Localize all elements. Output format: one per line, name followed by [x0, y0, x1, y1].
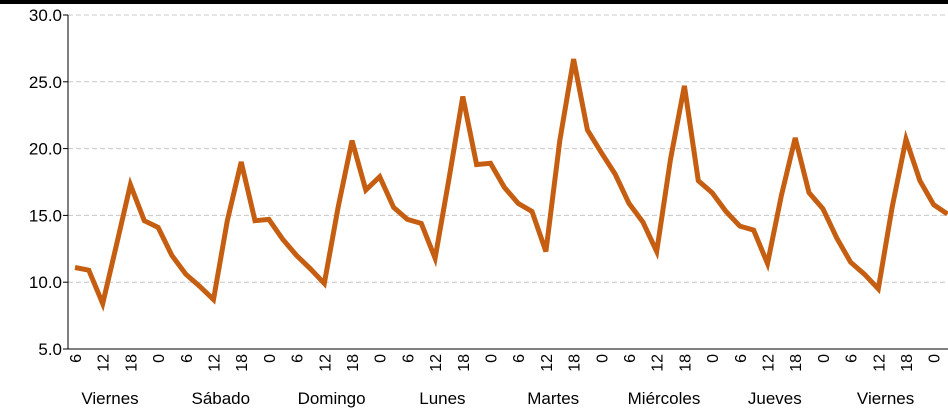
- x-tick-label: 12: [650, 354, 667, 372]
- x-tick-label: 12: [761, 354, 778, 372]
- x-tick-label: 6: [179, 354, 196, 363]
- y-tick-label: 20.0: [29, 140, 62, 159]
- y-tick-label: 25.0: [29, 73, 62, 92]
- y-tick-label: 10.0: [29, 273, 62, 292]
- x-tick-label: 18: [234, 354, 251, 372]
- x-tick-label: 0: [705, 354, 722, 363]
- x-tick-label: 12: [207, 354, 224, 372]
- x-tick-label: 12: [539, 354, 556, 372]
- x-tick-label: 0: [151, 354, 168, 363]
- x-tick-label: 18: [899, 354, 916, 372]
- day-label: Lunes: [419, 389, 465, 408]
- x-tick-label: 6: [622, 354, 639, 363]
- day-label: Viernes: [81, 389, 138, 408]
- x-tick-label: 0: [262, 354, 279, 363]
- x-tick-label: 0: [594, 354, 611, 363]
- day-label: Martes: [527, 389, 579, 408]
- x-tick-label: 6: [844, 354, 861, 363]
- y-tick-label: 30.0: [29, 6, 62, 25]
- x-tick-label: 12: [96, 354, 113, 372]
- x-tick-label: 18: [345, 354, 362, 372]
- x-tick-label: 0: [484, 354, 501, 363]
- x-tick-label: 18: [567, 354, 584, 372]
- day-label: Viernes: [857, 389, 914, 408]
- x-tick-label: 12: [317, 354, 334, 372]
- x-tick-label: 0: [927, 354, 944, 363]
- x-tick-label: 18: [123, 354, 140, 372]
- y-tick-label: 5.0: [38, 340, 62, 359]
- y-tick-label: 15.0: [29, 206, 62, 225]
- x-tick-label: 6: [400, 354, 417, 363]
- x-tick-label: 0: [816, 354, 833, 363]
- x-tick-label: 6: [511, 354, 528, 363]
- top-rule: [0, 0, 948, 4]
- day-label: Domingo: [298, 389, 366, 408]
- x-tick-label: 18: [788, 354, 805, 372]
- x-tick-label: 6: [68, 354, 85, 363]
- day-label: Miércoles: [628, 389, 701, 408]
- x-tick-label: 0: [373, 354, 390, 363]
- x-tick-label: 6: [733, 354, 750, 363]
- x-tick-label: 18: [456, 354, 473, 372]
- x-tick-label: 18: [677, 354, 694, 372]
- x-tick-label: 12: [871, 354, 888, 372]
- day-label: Jueves: [748, 389, 802, 408]
- x-tick-label: 6: [290, 354, 307, 363]
- x-tick-label: 12: [428, 354, 445, 372]
- day-label: Sábado: [191, 389, 250, 408]
- series-line: [74, 58, 948, 312]
